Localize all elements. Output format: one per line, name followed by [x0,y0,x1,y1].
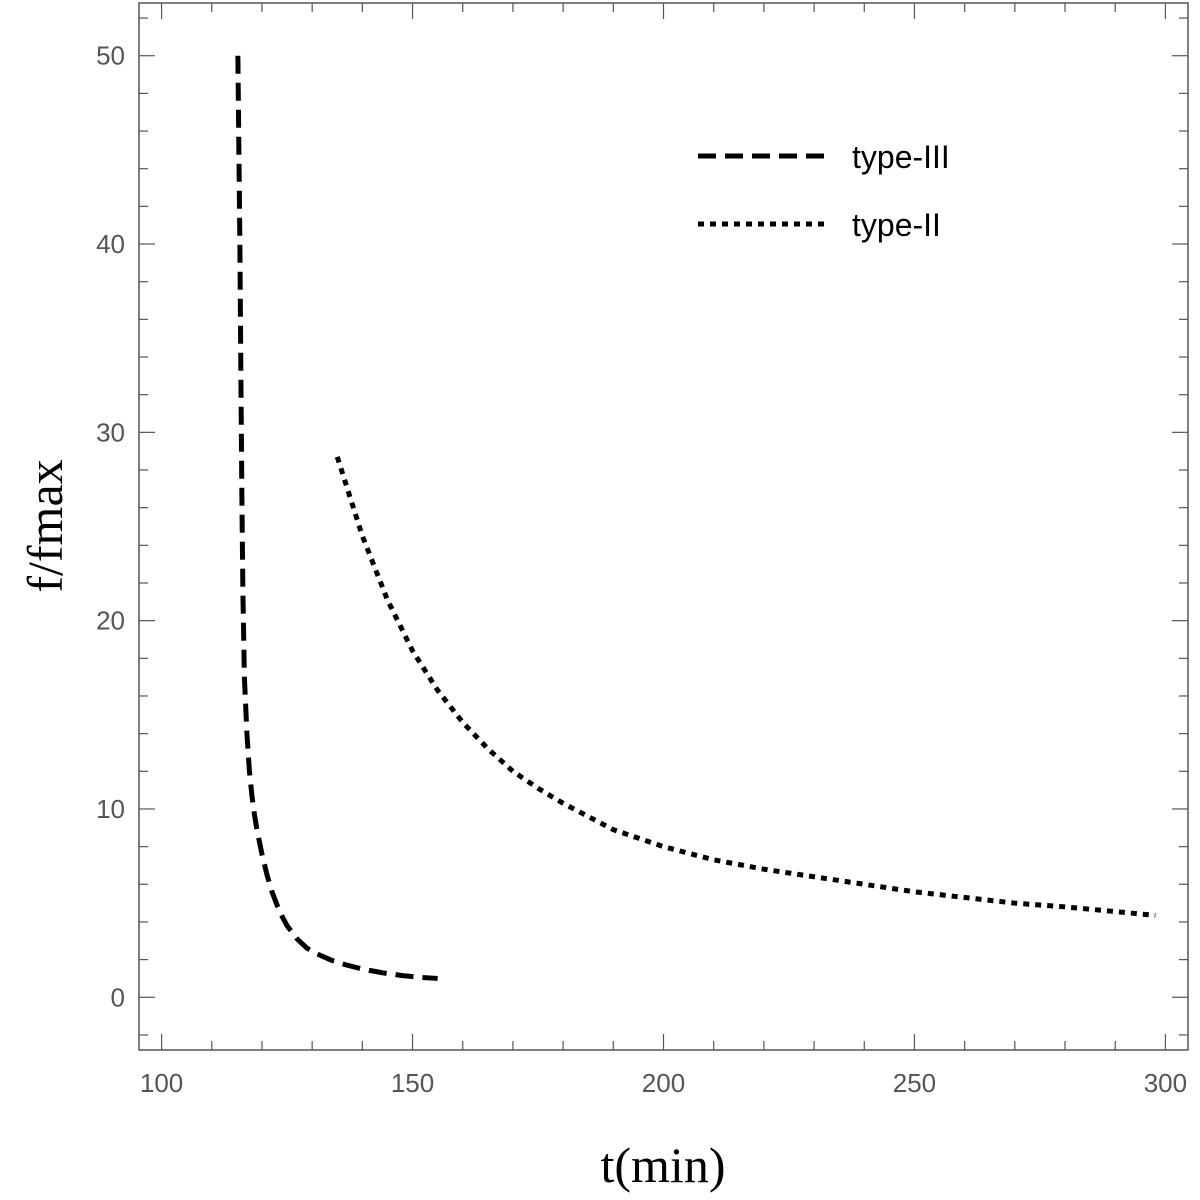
legend-label-type-II: type-II [852,207,941,243]
y-tick-label: 40 [96,229,125,259]
x-tick-label: 300 [1144,1068,1187,1098]
y-tick-label: 0 [111,982,125,1012]
axis-ticks [139,3,1188,1050]
legend: type-III type-II [698,139,950,243]
x-tick-label: 200 [642,1068,685,1098]
series-line-type-II [334,456,1156,918]
y-tick-label: 30 [96,417,125,447]
x-tick-label: 150 [391,1068,434,1098]
y-tick-label: 50 [96,41,125,71]
x-tick-label: 100 [140,1068,183,1098]
tick-labels: 100 150 200 250 300 0 10 20 30 40 50 [96,41,1187,1098]
series-line-type-III [235,55,438,981]
plot-frame [138,2,1189,1051]
y-axis-title: f/fmax [17,459,73,592]
y-tick-label: 20 [96,606,125,636]
x-tick-label: 250 [893,1068,936,1098]
y-tick-label: 10 [96,794,125,824]
legend-label-type-III: type-III [852,139,950,175]
x-axis-title: t(min) [601,1137,726,1193]
series-layer [235,55,1156,981]
